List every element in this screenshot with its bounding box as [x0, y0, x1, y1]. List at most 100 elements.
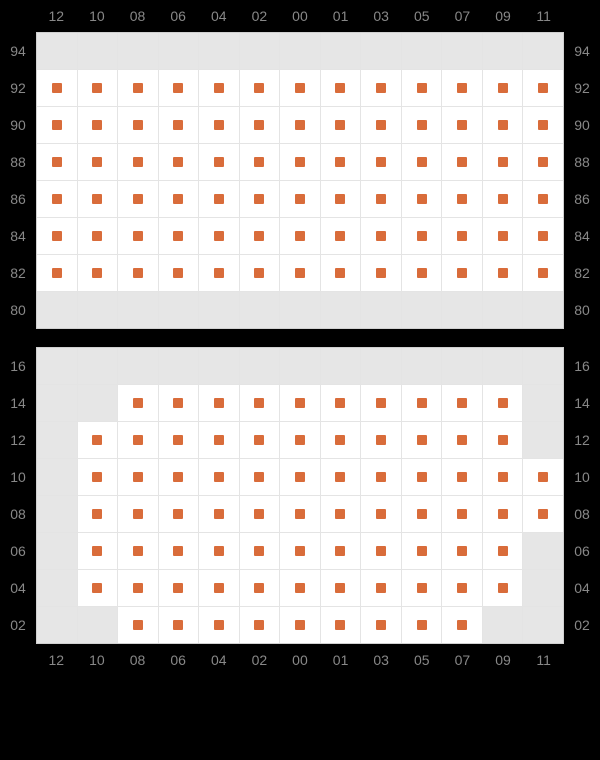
seat-cell[interactable]: [199, 255, 240, 291]
seat-cell[interactable]: [159, 570, 200, 606]
seat-cell[interactable]: [240, 70, 281, 106]
seat-cell[interactable]: [523, 181, 563, 217]
seat-cell[interactable]: [442, 70, 483, 106]
seat-cell[interactable]: [78, 496, 119, 532]
seat-cell[interactable]: [321, 255, 362, 291]
seat-cell[interactable]: [321, 385, 362, 421]
seat-cell[interactable]: [361, 70, 402, 106]
seat-cell[interactable]: [159, 385, 200, 421]
seat-cell[interactable]: [523, 218, 563, 254]
seat-cell[interactable]: [402, 218, 443, 254]
seat-cell[interactable]: [78, 570, 119, 606]
seat-cell[interactable]: [118, 533, 159, 569]
seat-cell[interactable]: [37, 144, 78, 180]
seat-cell[interactable]: [361, 607, 402, 643]
seat-cell[interactable]: [442, 422, 483, 458]
seat-cell[interactable]: [402, 533, 443, 569]
seat-cell[interactable]: [118, 218, 159, 254]
seat-cell[interactable]: [523, 255, 563, 291]
seat-cell[interactable]: [78, 459, 119, 495]
seat-cell[interactable]: [78, 181, 119, 217]
seat-cell[interactable]: [37, 255, 78, 291]
seat-cell[interactable]: [78, 107, 119, 143]
seat-cell[interactable]: [361, 144, 402, 180]
seat-cell[interactable]: [199, 496, 240, 532]
seat-cell[interactable]: [402, 107, 443, 143]
seat-cell[interactable]: [280, 144, 321, 180]
seat-cell[interactable]: [78, 533, 119, 569]
seat-cell[interactable]: [37, 218, 78, 254]
seat-cell[interactable]: [280, 255, 321, 291]
seat-cell[interactable]: [483, 144, 524, 180]
seat-cell[interactable]: [442, 107, 483, 143]
seat-cell[interactable]: [240, 385, 281, 421]
seat-cell[interactable]: [361, 422, 402, 458]
seat-cell[interactable]: [321, 70, 362, 106]
seat-cell[interactable]: [118, 181, 159, 217]
seat-cell[interactable]: [402, 459, 443, 495]
seat-cell[interactable]: [442, 607, 483, 643]
seat-cell[interactable]: [523, 107, 563, 143]
seat-cell[interactable]: [361, 181, 402, 217]
seat-cell[interactable]: [240, 607, 281, 643]
seat-cell[interactable]: [159, 533, 200, 569]
seat-cell[interactable]: [321, 107, 362, 143]
seat-cell[interactable]: [199, 422, 240, 458]
seat-cell[interactable]: [402, 496, 443, 532]
seat-cell[interactable]: [240, 107, 281, 143]
seat-cell[interactable]: [199, 385, 240, 421]
seat-cell[interactable]: [321, 533, 362, 569]
seat-cell[interactable]: [483, 459, 524, 495]
seat-cell[interactable]: [402, 570, 443, 606]
seat-cell[interactable]: [159, 607, 200, 643]
seat-cell[interactable]: [118, 607, 159, 643]
seat-cell[interactable]: [159, 218, 200, 254]
seat-cell[interactable]: [240, 533, 281, 569]
seat-cell[interactable]: [78, 218, 119, 254]
seat-cell[interactable]: [483, 218, 524, 254]
seat-cell[interactable]: [280, 70, 321, 106]
seat-cell[interactable]: [199, 107, 240, 143]
seat-cell[interactable]: [402, 255, 443, 291]
seat-cell[interactable]: [240, 144, 281, 180]
seat-cell[interactable]: [321, 218, 362, 254]
seat-cell[interactable]: [240, 181, 281, 217]
seat-cell[interactable]: [199, 459, 240, 495]
seat-cell[interactable]: [159, 70, 200, 106]
seat-cell[interactable]: [280, 181, 321, 217]
seat-cell[interactable]: [361, 218, 402, 254]
seat-cell[interactable]: [159, 496, 200, 532]
seat-cell[interactable]: [280, 422, 321, 458]
seat-cell[interactable]: [442, 570, 483, 606]
seat-cell[interactable]: [159, 144, 200, 180]
seat-cell[interactable]: [37, 181, 78, 217]
seat-cell[interactable]: [523, 144, 563, 180]
seat-cell[interactable]: [118, 255, 159, 291]
seat-cell[interactable]: [118, 144, 159, 180]
seat-cell[interactable]: [523, 459, 563, 495]
seat-cell[interactable]: [321, 570, 362, 606]
seat-cell[interactable]: [280, 107, 321, 143]
seat-cell[interactable]: [402, 385, 443, 421]
seat-cell[interactable]: [199, 570, 240, 606]
seat-cell[interactable]: [523, 70, 563, 106]
seat-cell[interactable]: [199, 533, 240, 569]
seat-cell[interactable]: [402, 144, 443, 180]
seat-cell[interactable]: [240, 496, 281, 532]
seat-cell[interactable]: [483, 422, 524, 458]
seat-cell[interactable]: [321, 459, 362, 495]
seat-cell[interactable]: [442, 385, 483, 421]
seat-cell[interactable]: [240, 218, 281, 254]
seat-cell[interactable]: [402, 607, 443, 643]
seat-cell[interactable]: [483, 70, 524, 106]
seat-cell[interactable]: [280, 496, 321, 532]
seat-cell[interactable]: [321, 422, 362, 458]
seat-cell[interactable]: [78, 70, 119, 106]
seat-cell[interactable]: [483, 107, 524, 143]
seat-cell[interactable]: [159, 422, 200, 458]
seat-cell[interactable]: [280, 385, 321, 421]
seat-cell[interactable]: [442, 144, 483, 180]
seat-cell[interactable]: [280, 533, 321, 569]
seat-cell[interactable]: [240, 459, 281, 495]
seat-cell[interactable]: [523, 496, 563, 532]
